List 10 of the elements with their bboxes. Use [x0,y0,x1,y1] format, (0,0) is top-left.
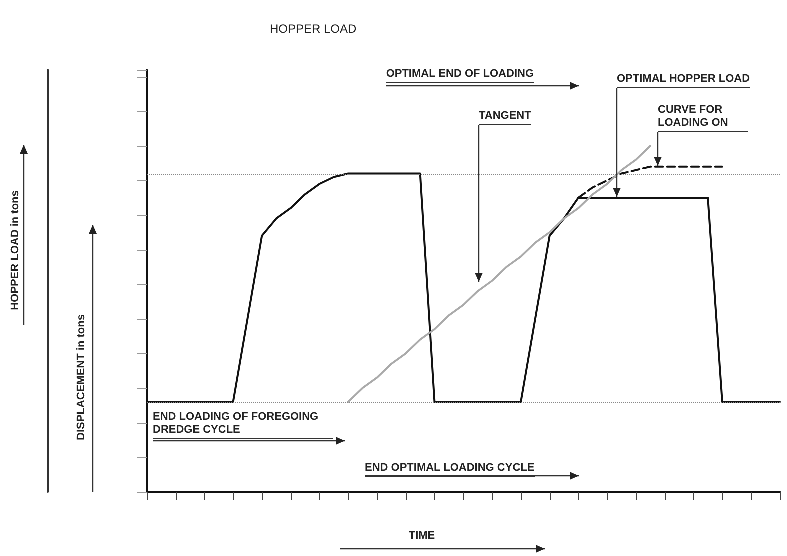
text: OPTIMAL END OF LOADING [386,68,534,83]
annotation: END OPTIMAL LOADING CYCLE [365,462,535,477]
text: DISPLACEMENT in tons [75,314,88,440]
text: HOPPER LOAD in tons [10,190,22,310]
chart-title: HOPPER LOAD [270,22,358,36]
annotation: END LOADING OF FOREGOING DREDGE CYCLE [153,411,333,439]
x-axis-title: TIME [408,530,436,543]
text: OPTIMAL HOPPER LOAD [617,73,750,88]
text: TANGENT [479,110,532,125]
text: CURVE FOR LOADING ON [658,104,748,132]
